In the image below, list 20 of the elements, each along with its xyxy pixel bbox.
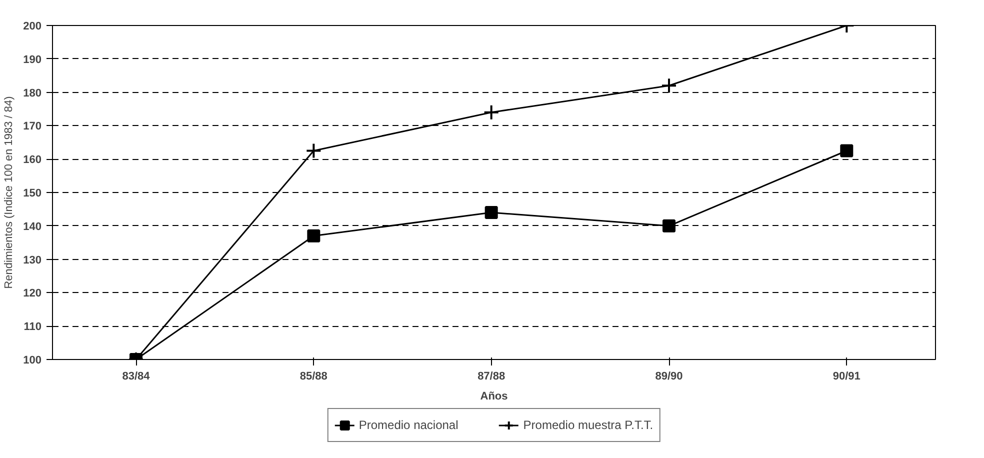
y-tick-label: 100: [23, 354, 42, 366]
y-tick-label: 120: [23, 288, 42, 300]
x-tick-label: 83/84: [122, 370, 151, 382]
y-tick-label: 130: [23, 254, 42, 266]
x-tick-label: 87/88: [478, 370, 506, 382]
x-axis-title: Años: [480, 390, 508, 402]
x-tick-label: 90/91: [832, 370, 860, 382]
y-tick-label: 140: [23, 220, 42, 233]
x-tick-label: 89/90: [655, 370, 683, 382]
y-tick-label: 160: [23, 154, 42, 166]
y-tick-label: 110: [24, 321, 42, 334]
y-tick-label: 200: [23, 20, 42, 32]
y-tick-label: 170: [23, 120, 42, 133]
x-tick-label: 85/88: [300, 370, 328, 382]
legend-label: Promedio nacional: [358, 418, 458, 432]
y-axis-title: Rendimientos (Indice 100 en 1983 / 84): [3, 96, 16, 289]
y-tick-label: 150: [23, 188, 42, 200]
y-tick-label: 180: [23, 87, 42, 100]
legend-label: Promedio muestra P.T.T.: [523, 418, 654, 432]
y-tick-label: 190: [23, 54, 42, 66]
